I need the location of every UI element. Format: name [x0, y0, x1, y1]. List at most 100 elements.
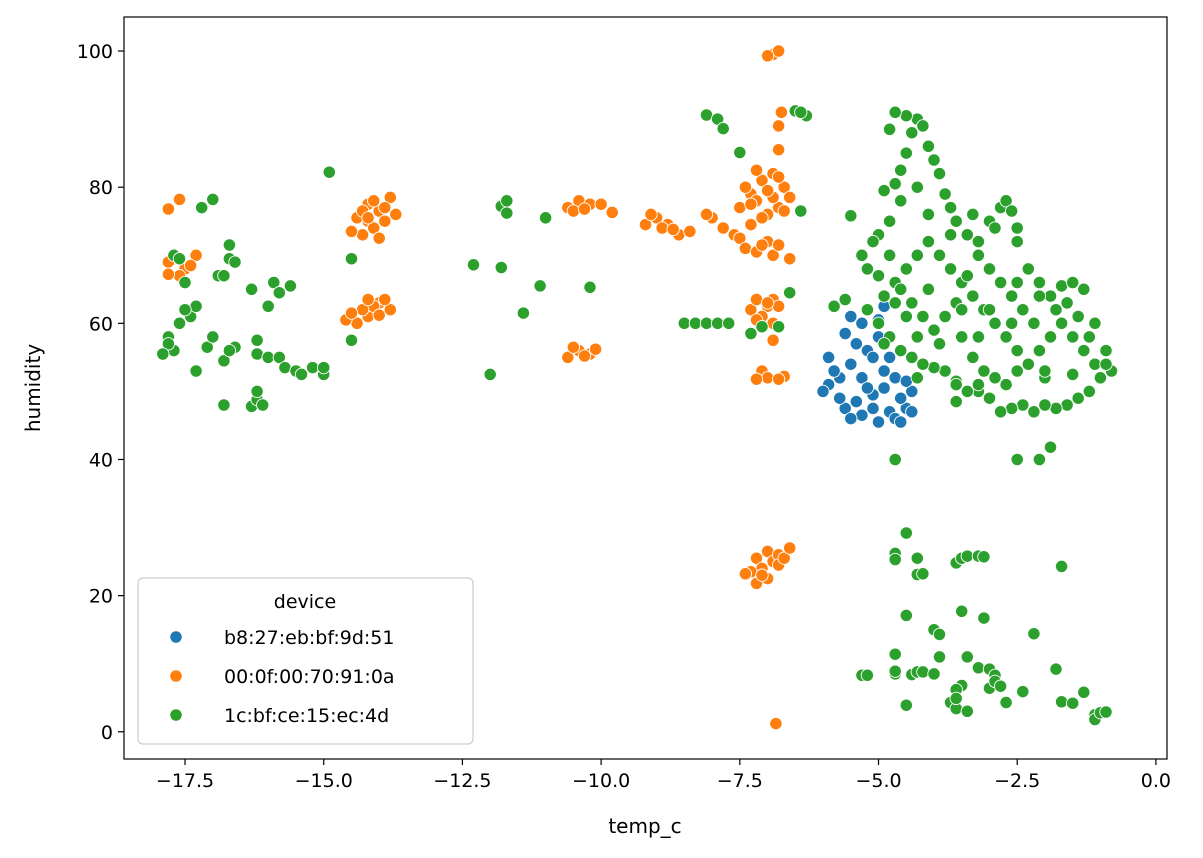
data-point	[932, 248, 947, 262]
data-point	[910, 180, 924, 194]
data-point	[344, 224, 359, 239]
data-point	[217, 354, 231, 368]
data-point	[960, 650, 974, 664]
data-point	[294, 367, 309, 382]
data-point	[1027, 316, 1041, 330]
legend-box	[137, 577, 474, 745]
data-point	[971, 248, 986, 262]
data-point	[899, 608, 913, 623]
data-point	[877, 289, 891, 303]
data-point	[161, 267, 176, 281]
data-point	[278, 360, 292, 375]
data-point	[982, 391, 997, 405]
data-point	[966, 350, 980, 365]
data-point	[894, 391, 908, 405]
data-point	[644, 207, 658, 222]
data-point	[921, 207, 936, 222]
data-point	[156, 347, 170, 361]
data-point	[283, 279, 298, 293]
data-point	[189, 299, 203, 313]
data-point	[1054, 279, 1069, 293]
data-point	[1043, 440, 1058, 454]
data-point	[722, 316, 736, 330]
y-tick-label: 100	[77, 41, 113, 63]
data-point	[855, 248, 869, 262]
data-point	[888, 647, 902, 661]
data-point	[1054, 316, 1069, 330]
data-point	[244, 282, 259, 296]
data-point	[183, 258, 198, 273]
data-point	[189, 364, 203, 378]
data-point	[949, 377, 963, 392]
data-point	[955, 330, 969, 344]
data-point	[993, 679, 1008, 693]
data-point	[1027, 405, 1041, 419]
data-point	[999, 194, 1013, 208]
data-point	[999, 377, 1013, 392]
data-point	[317, 360, 331, 375]
data-point	[921, 234, 936, 249]
data-point	[760, 371, 775, 385]
data-point	[1005, 316, 1019, 330]
data-point	[760, 296, 775, 310]
data-point	[1099, 357, 1113, 371]
data-point	[655, 221, 669, 235]
data-point	[938, 364, 952, 378]
data-point	[927, 360, 941, 375]
data-point	[1005, 289, 1019, 303]
data-point	[1088, 357, 1102, 371]
data-point	[871, 415, 886, 429]
data-point	[500, 194, 514, 208]
data-point	[738, 567, 753, 581]
data-point	[1010, 234, 1024, 249]
data-point	[733, 200, 747, 215]
data-point	[206, 330, 220, 344]
legend-label: b8:27:eb:bf:9d:51	[224, 627, 394, 649]
data-point	[943, 262, 958, 276]
data-point	[783, 252, 797, 266]
data-point	[344, 333, 359, 347]
data-point	[272, 350, 286, 365]
data-point	[1010, 364, 1024, 378]
data-point	[361, 292, 375, 307]
data-point	[1021, 357, 1035, 371]
data-point	[771, 372, 786, 386]
data-point	[899, 374, 913, 388]
plot-frame	[123, 16, 1168, 760]
data-point	[172, 316, 187, 330]
legend-title: device	[274, 591, 336, 613]
data-point	[1071, 391, 1085, 405]
y-tick-label: 80	[89, 177, 113, 199]
data-point	[916, 567, 930, 581]
data-point	[838, 292, 852, 307]
data-point	[888, 371, 902, 385]
data-point	[161, 337, 176, 351]
data-point	[699, 207, 714, 222]
data-point	[1021, 262, 1035, 276]
data-point	[771, 299, 786, 313]
data-point	[899, 146, 913, 160]
legend: device b8:27:eb:bf:9d:51 00:0f:00:70:91:0…	[137, 577, 474, 745]
data-point	[771, 320, 786, 334]
y-axis: 0 20 40 60 80 100	[77, 41, 124, 744]
data-point	[261, 299, 275, 313]
data-point	[1043, 289, 1058, 303]
data-point	[566, 204, 581, 218]
data-point	[838, 326, 852, 341]
data-point	[916, 357, 930, 371]
data-point	[716, 221, 730, 235]
data-point	[866, 401, 880, 416]
data-point	[367, 194, 381, 208]
data-point	[766, 248, 780, 262]
data-point	[769, 716, 783, 731]
data-point	[1005, 204, 1019, 218]
data-point	[1093, 371, 1108, 385]
data-point	[1016, 398, 1030, 412]
x-tick-label: −12.5	[433, 770, 491, 792]
data-point	[888, 105, 902, 119]
data-point	[749, 292, 764, 307]
data-point	[988, 371, 1002, 385]
data-point	[949, 214, 963, 228]
data-point	[733, 145, 747, 160]
